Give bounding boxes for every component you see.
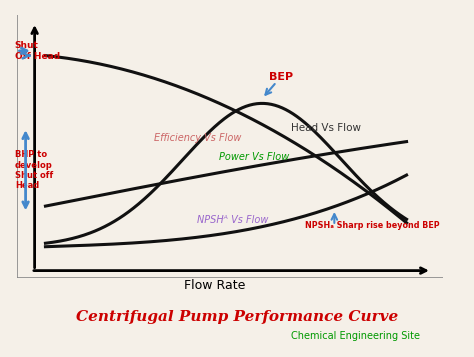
Text: Power Vs Flow: Power Vs Flow	[219, 152, 289, 162]
Text: Chemical Engineering Site: Chemical Engineering Site	[291, 331, 420, 341]
Text: BHP to
develop
Shut off
Head: BHP to develop Shut off Head	[15, 150, 53, 190]
Text: BEP: BEP	[269, 71, 293, 81]
Text: Head Vs Flow: Head Vs Flow	[291, 123, 361, 133]
Text: Flow Rate: Flow Rate	[184, 279, 246, 292]
Text: Efficiency Vs Flow: Efficiency Vs Flow	[154, 133, 241, 143]
Text: Shut
Off Head: Shut Off Head	[15, 41, 60, 61]
Text: NPSHₐ Sharp rise beyond BEP: NPSHₐ Sharp rise beyond BEP	[305, 221, 440, 230]
Text: Centrifugal Pump Performance Curve: Centrifugal Pump Performance Curve	[76, 310, 398, 324]
Text: NPSHᴬ Vs Flow: NPSHᴬ Vs Flow	[197, 215, 268, 225]
